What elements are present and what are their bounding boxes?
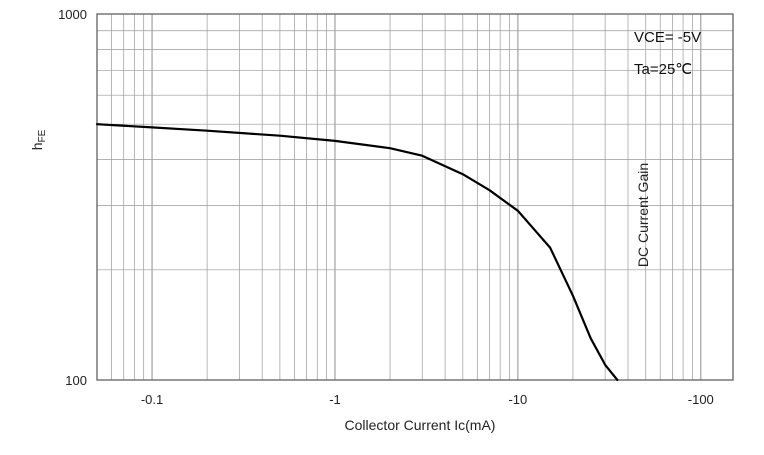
tick-label-layer: -0.1 -1 -10 -100 100 1000 xyxy=(58,7,714,407)
x-axis-label: Collector Current Ic(mA) xyxy=(345,417,496,433)
y-tick-label: 1000 xyxy=(58,7,87,22)
series-layer xyxy=(95,123,619,382)
x-tick-label: -100 xyxy=(688,392,714,407)
y-axis-subscript: FE xyxy=(37,129,48,142)
hfe-curve xyxy=(95,123,619,382)
y-axis-symbol: h xyxy=(29,142,45,150)
svg-text:hFE: hFE xyxy=(29,129,48,150)
condition-vce: VCE= -5V xyxy=(634,29,701,46)
x-tick-label: -0.1 xyxy=(141,392,163,407)
x-tick-label: -10 xyxy=(508,392,527,407)
plot-frame xyxy=(96,13,734,381)
grid-layer xyxy=(97,14,733,380)
y-tick-label: 100 xyxy=(65,373,87,388)
y-axis-side-label: DC Current Gain xyxy=(635,163,651,267)
y-axis-label: hFE xyxy=(29,129,48,150)
condition-ta: Ta=25℃ xyxy=(634,61,692,78)
x-tick-label: -1 xyxy=(329,392,341,407)
